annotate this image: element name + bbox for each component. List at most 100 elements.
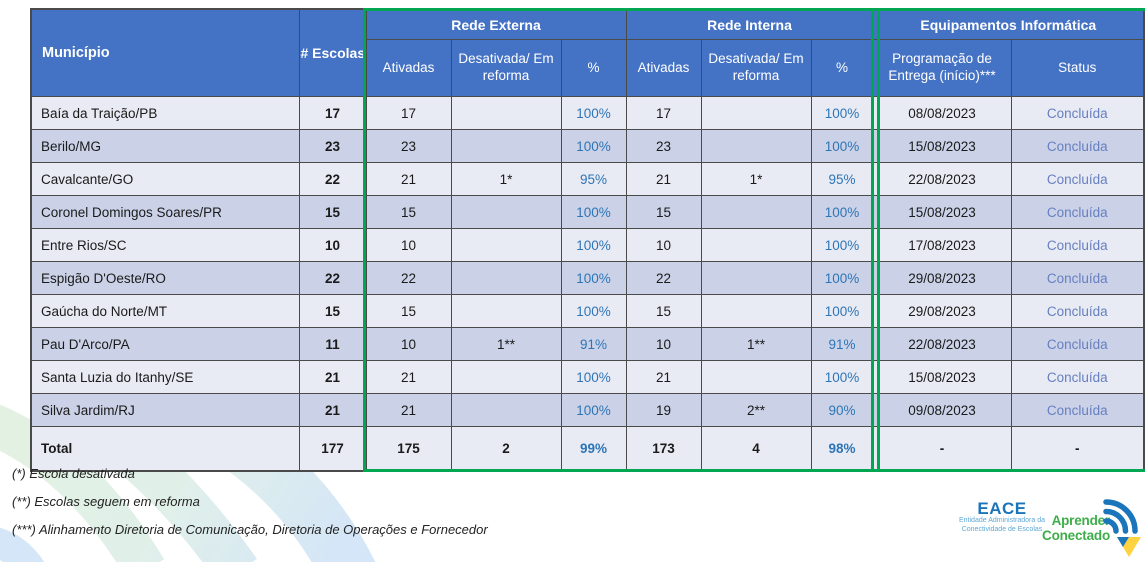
cell-int-pct: 100%: [810, 228, 874, 262]
cell-int-ativadas: 23: [625, 129, 702, 163]
header-ext-desativada: Desativada/ Em reforma: [450, 39, 562, 97]
total-row: Total 177 175 2 99% 173 4 98% - -: [30, 426, 1145, 472]
cell-ext-ativadas: 21: [365, 360, 452, 394]
cell-int-pct: 100%: [810, 195, 874, 229]
cell-num-escolas: 10: [298, 228, 367, 262]
cell-entrega-data: -: [872, 426, 1012, 472]
cell-ext-ativadas: 22: [365, 261, 452, 295]
footnote-2: (**) Escolas seguem em reforma: [12, 494, 200, 509]
cell-status: Concluída: [1010, 294, 1145, 328]
cell-num-escolas: 15: [298, 294, 367, 328]
cell-num-escolas: 15: [298, 195, 367, 229]
cell-ext-desativada: 1*: [450, 162, 562, 196]
cell-int-ativadas: 22: [625, 261, 702, 295]
cell-int-desativada: 1**: [700, 327, 812, 361]
table-row: Pau D'Arco/PA 11 10 1** 91% 10 1** 91% 22/08/202…: [30, 327, 1145, 361]
table-row: Santa Luzia do Itanhy/SE 21 21 100% 21 100% 15…: [30, 360, 1145, 394]
table-row: Baía da Traição/PB 17 17 100% 17 100% 08/08/20…: [30, 96, 1145, 130]
cell-int-desativada: [700, 261, 812, 295]
cell-status: Concluída: [1010, 195, 1145, 229]
cell-ext-pct: 100%: [560, 261, 627, 295]
cell-ext-ativadas: 21: [365, 393, 452, 427]
header-int-desativada: Desativada/ Em reforma: [700, 39, 812, 97]
connectivity-table: Município # Escolas Rede Externa Rede In…: [30, 8, 1145, 472]
cell-ext-desativada: 1**: [450, 327, 562, 361]
cell-ext-desativada: [450, 393, 562, 427]
cell-ext-pct: 91%: [560, 327, 627, 361]
cell-int-pct: 100%: [810, 360, 874, 394]
cell-entrega-data: 17/08/2023: [872, 228, 1012, 262]
cell-status: Concluída: [1010, 96, 1145, 130]
cell-ext-ativadas: 21: [365, 162, 452, 196]
cell-int-desativada: 2**: [700, 393, 812, 427]
cell-int-desativada: [700, 228, 812, 262]
table-row: Coronel Domingos Soares/PR 15 15 100% 15 100%…: [30, 195, 1145, 229]
table-row: Gaúcha do Norte/MT 15 15 100% 15 100% 29/08/20…: [30, 294, 1145, 328]
cell-status: Concluída: [1010, 228, 1145, 262]
cell-ext-pct: 100%: [560, 129, 627, 163]
cell-status: -: [1010, 426, 1145, 472]
cell-status: Concluída: [1010, 129, 1145, 163]
cell-int-pct: 100%: [810, 96, 874, 130]
cell-municipio: Coronel Domingos Soares/PR: [30, 195, 300, 229]
cell-num-escolas: 23: [298, 129, 367, 163]
cell-municipio: Pau D'Arco/PA: [30, 327, 300, 361]
eace-logo-subtitle: Conectividade de Escolas: [961, 525, 1043, 533]
cell-int-ativadas: 17: [625, 96, 702, 130]
cell-ext-pct: 100%: [560, 96, 627, 130]
cell-ext-ativadas: 17: [365, 96, 452, 130]
cell-int-pct: 100%: [810, 294, 874, 328]
footnote-1: (*) Escola desativada: [12, 466, 135, 481]
cell-status: Concluída: [1010, 261, 1145, 295]
cell-num-escolas: 22: [298, 261, 367, 295]
cell-municipio: Silva Jardim/RJ: [30, 393, 300, 427]
cell-status: Concluída: [1010, 327, 1145, 361]
header-group-equipamentos: Equipamentos Informática: [872, 8, 1145, 40]
cell-municipio: Berilo/MG: [30, 129, 300, 163]
cell-num-escolas: 22: [298, 162, 367, 196]
header-ext-pct: %: [560, 39, 627, 97]
cell-ext-ativadas: 10: [365, 327, 452, 361]
cell-municipio: Santa Luzia do Itanhy/SE: [30, 360, 300, 394]
cell-int-desativada: [700, 96, 812, 130]
aprender-label: Aprender: [1051, 513, 1111, 528]
cell-municipio: Espigão D'Oeste/RO: [30, 261, 300, 295]
table-row: Espigão D'Oeste/RO 22 22 100% 22 100% 29/08/20…: [30, 261, 1145, 295]
cell-int-desativada: [700, 294, 812, 328]
eace-logo-text: EACE: [977, 499, 1027, 518]
cell-entrega-data: 09/08/2023: [872, 393, 1012, 427]
cell-ext-desativada: [450, 294, 562, 328]
cell-entrega-data: 22/08/2023: [872, 162, 1012, 196]
cell-int-desativada: [700, 360, 812, 394]
header-programacao-entrega: Programação de Entrega (início)***: [872, 39, 1012, 97]
cell-ext-desativada: [450, 129, 562, 163]
cell-municipio: Baía da Traição/PB: [30, 96, 300, 130]
cell-entrega-data: 22/08/2023: [872, 327, 1012, 361]
cell-int-desativada: 1*: [700, 162, 812, 196]
cell-int-pct: 98%: [810, 426, 874, 472]
cell-municipio: Cavalcante/GO: [30, 162, 300, 196]
cell-num-escolas: 21: [298, 393, 367, 427]
cell-int-ativadas: 173: [625, 426, 702, 472]
cell-ext-pct: 100%: [560, 195, 627, 229]
cell-entrega-data: 15/08/2023: [872, 129, 1012, 163]
cell-ext-pct: 100%: [560, 228, 627, 262]
cell-int-ativadas: 15: [625, 294, 702, 328]
cell-ext-pct: 100%: [560, 360, 627, 394]
cell-ext-desativada: [450, 360, 562, 394]
cell-municipio: Gaúcha do Norte/MT: [30, 294, 300, 328]
header-group-rede-interna: Rede Interna: [625, 8, 874, 40]
table-row: Berilo/MG 23 23 100% 23 100% 15/08/2023 Concluí…: [30, 129, 1145, 163]
cell-int-pct: 100%: [810, 129, 874, 163]
cell-int-ativadas: 21: [625, 360, 702, 394]
cell-int-pct: 91%: [810, 327, 874, 361]
cell-ext-ativadas: 23: [365, 129, 452, 163]
cell-ext-desativada: [450, 96, 562, 130]
cell-ext-desativada: [450, 261, 562, 295]
cell-ext-pct: 99%: [560, 426, 627, 472]
header-status: Status: [1010, 39, 1145, 97]
aprender-conectado-logo-text: Aprender Conectado: [1032, 513, 1110, 543]
header-municipio: Município: [30, 8, 300, 97]
cell-status: Concluída: [1010, 393, 1145, 427]
